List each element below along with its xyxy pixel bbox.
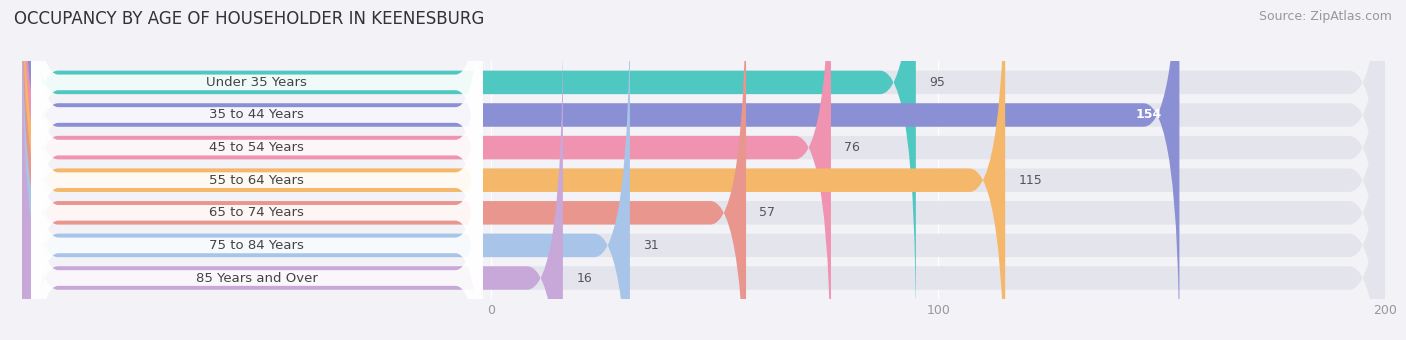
Text: 154: 154 [1135,108,1161,121]
Text: 16: 16 [576,272,592,285]
Text: 65 to 74 Years: 65 to 74 Years [209,206,304,219]
FancyBboxPatch shape [22,0,1385,340]
Text: 95: 95 [929,76,945,89]
Text: Under 35 Years: Under 35 Years [207,76,308,89]
FancyBboxPatch shape [31,0,482,286]
Text: 85 Years and Over: 85 Years and Over [195,272,318,285]
Text: 75 to 84 Years: 75 to 84 Years [209,239,304,252]
FancyBboxPatch shape [22,0,1385,340]
FancyBboxPatch shape [22,0,831,340]
FancyBboxPatch shape [22,0,630,340]
Text: 31: 31 [644,239,659,252]
Text: OCCUPANCY BY AGE OF HOUSEHOLDER IN KEENESBURG: OCCUPANCY BY AGE OF HOUSEHOLDER IN KEENE… [14,10,485,28]
FancyBboxPatch shape [31,0,482,319]
FancyBboxPatch shape [22,0,1385,340]
FancyBboxPatch shape [31,42,482,340]
FancyBboxPatch shape [22,0,1385,340]
Text: 35 to 44 Years: 35 to 44 Years [209,108,304,121]
FancyBboxPatch shape [22,0,1180,340]
FancyBboxPatch shape [22,0,915,332]
FancyBboxPatch shape [31,74,482,340]
FancyBboxPatch shape [22,0,747,340]
FancyBboxPatch shape [22,29,562,340]
FancyBboxPatch shape [22,0,1385,332]
Text: Source: ZipAtlas.com: Source: ZipAtlas.com [1258,10,1392,23]
FancyBboxPatch shape [22,0,1005,340]
Text: 55 to 64 Years: 55 to 64 Years [209,174,304,187]
FancyBboxPatch shape [31,10,482,340]
FancyBboxPatch shape [22,0,1385,340]
Text: 57: 57 [759,206,776,219]
Text: 76: 76 [845,141,860,154]
Text: 115: 115 [1018,174,1042,187]
FancyBboxPatch shape [31,0,482,340]
FancyBboxPatch shape [22,29,1385,340]
FancyBboxPatch shape [31,0,482,340]
Text: 45 to 54 Years: 45 to 54 Years [209,141,304,154]
